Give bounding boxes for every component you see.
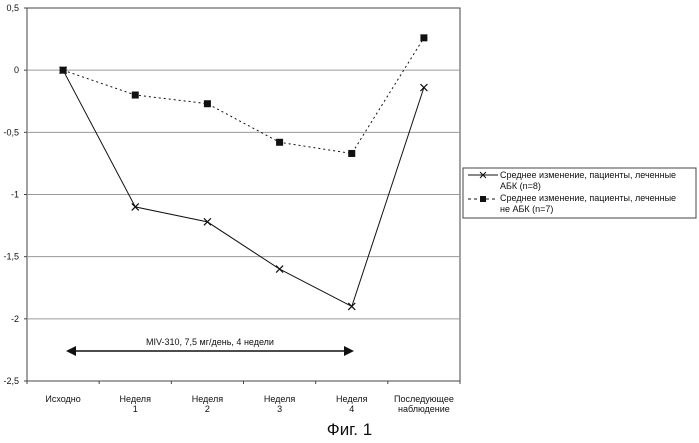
- data-point-series-2: [204, 100, 211, 107]
- x-tick-label: Неделя3: [264, 394, 296, 414]
- y-tick-label: -1,5: [3, 252, 19, 262]
- x-tick-label: Исходно: [45, 394, 80, 404]
- legend: Среднее изменение, пациенты, леченные АБ…: [463, 168, 696, 218]
- y-tick-label: 0: [14, 65, 19, 75]
- x-tick-label: Последующеенаблюдение: [394, 394, 454, 414]
- y-tick-label: 0,5: [6, 3, 19, 13]
- x-tick-label: Неделя4: [336, 394, 368, 414]
- line-chart: 0,5 0 -0,5 -1 -1,5 -2 -2,5 Исходно Неделя1 Недел…: [0, 0, 699, 420]
- x-axis: Исходно Неделя1 Неделя2 Неделя3 Неделя4 После…: [27, 381, 460, 414]
- annotation-label: MIV-310, 7,5 мг/день, 4 недели: [146, 337, 274, 347]
- data-point-series-2: [276, 139, 283, 146]
- data-point-series-2: [132, 92, 139, 99]
- y-tick-label: -0,5: [3, 127, 19, 137]
- figure-caption: Фиг. 1: [0, 420, 699, 440]
- x-tick-label: Неделя1: [120, 394, 152, 414]
- data-point-series-2: [420, 34, 427, 41]
- legend-marker-square: [480, 196, 486, 202]
- data-point-series-2: [60, 67, 67, 74]
- data-point-series-2: [348, 150, 355, 157]
- y-tick-label: -2: [11, 314, 19, 324]
- y-tick-label: -1: [11, 190, 19, 200]
- y-tick-label: -2,5: [3, 376, 19, 386]
- x-tick-label: Неделя2: [192, 394, 224, 414]
- y-axis: 0,5 0 -0,5 -1 -1,5 -2 -2,5: [3, 3, 27, 386]
